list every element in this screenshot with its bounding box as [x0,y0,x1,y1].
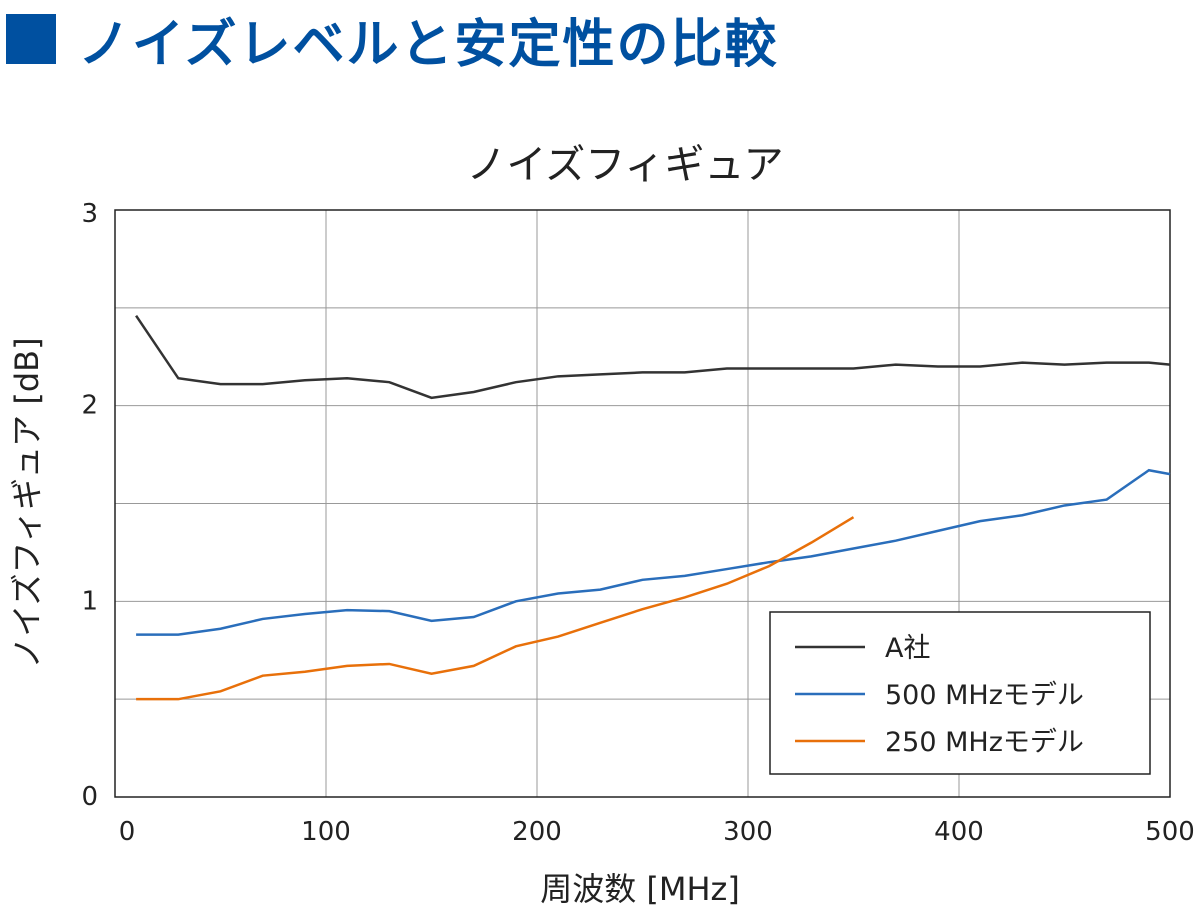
x-tick-label: 200 [512,817,562,847]
y-tick-label: 3 [81,199,98,229]
chart-title: ノイズフィギュア [466,142,783,188]
x-tick-label: 0 [119,817,136,847]
x-tick-label: 300 [723,817,773,847]
legend-label: A社 [885,633,930,664]
y-tick-label: 0 [81,782,98,812]
heading-square-icon [6,14,56,64]
y-axis-label: ノイズフィギュア [dB] [8,337,46,668]
x-tick-label: 100 [301,817,351,847]
series-line-0 [135,314,1171,400]
legend-label: 250 MHzモデル [885,727,1084,758]
x-axis-label: 周波数 [MHz] [540,870,740,908]
x-tick-label: 500 [1145,817,1195,847]
series-line-1 [136,468,1171,636]
x-tick-label: 400 [934,817,984,847]
y-tick-label: 2 [81,391,98,421]
series-line-2 [136,516,855,701]
legend-label: 500 MHzモデル [885,680,1084,711]
page-title: ノイズレベルと安定性の比較 [78,14,779,75]
y-tick-label: 1 [81,586,98,616]
page-heading: ノイズレベルと安定性の比較 [0,4,779,75]
plot-frame [114,209,1171,798]
